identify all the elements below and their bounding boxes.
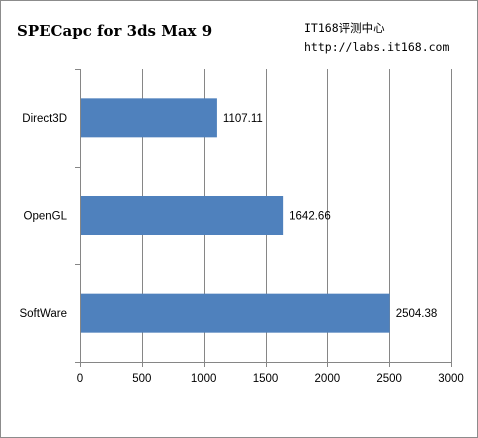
bars — [81, 98, 390, 333]
x-tick-label: 500 — [132, 373, 151, 385]
category-label: OpenGL — [24, 211, 68, 223]
x-tick-label: 0 — [77, 373, 83, 385]
source-url: http://labs.it168.com — [304, 40, 449, 54]
data-label: 1107.11 — [223, 113, 263, 125]
bar — [81, 293, 390, 333]
chart-title: SPECapc for 3ds Max 9 — [17, 22, 212, 40]
labels: 0 500 1000 1500 2000 2500 3000 Direct3D 1107.11 O… — [19, 113, 463, 385]
x-tick-label: 3000 — [438, 373, 464, 385]
x-tick-label: 2500 — [376, 373, 402, 385]
x-tick-label: 1000 — [191, 373, 217, 385]
x-tick-label: 1500 — [253, 373, 279, 385]
data-label: 1642.66 — [289, 211, 331, 223]
category-label: Direct3D — [22, 113, 67, 125]
x-tick-label: 2000 — [315, 373, 341, 385]
axes — [75, 69, 452, 367]
category-label: SoftWare — [19, 308, 67, 320]
bar — [81, 196, 284, 235]
data-label: 2504.38 — [396, 308, 438, 320]
source-name: IT168评测中心 — [304, 21, 385, 35]
bar — [81, 98, 217, 138]
